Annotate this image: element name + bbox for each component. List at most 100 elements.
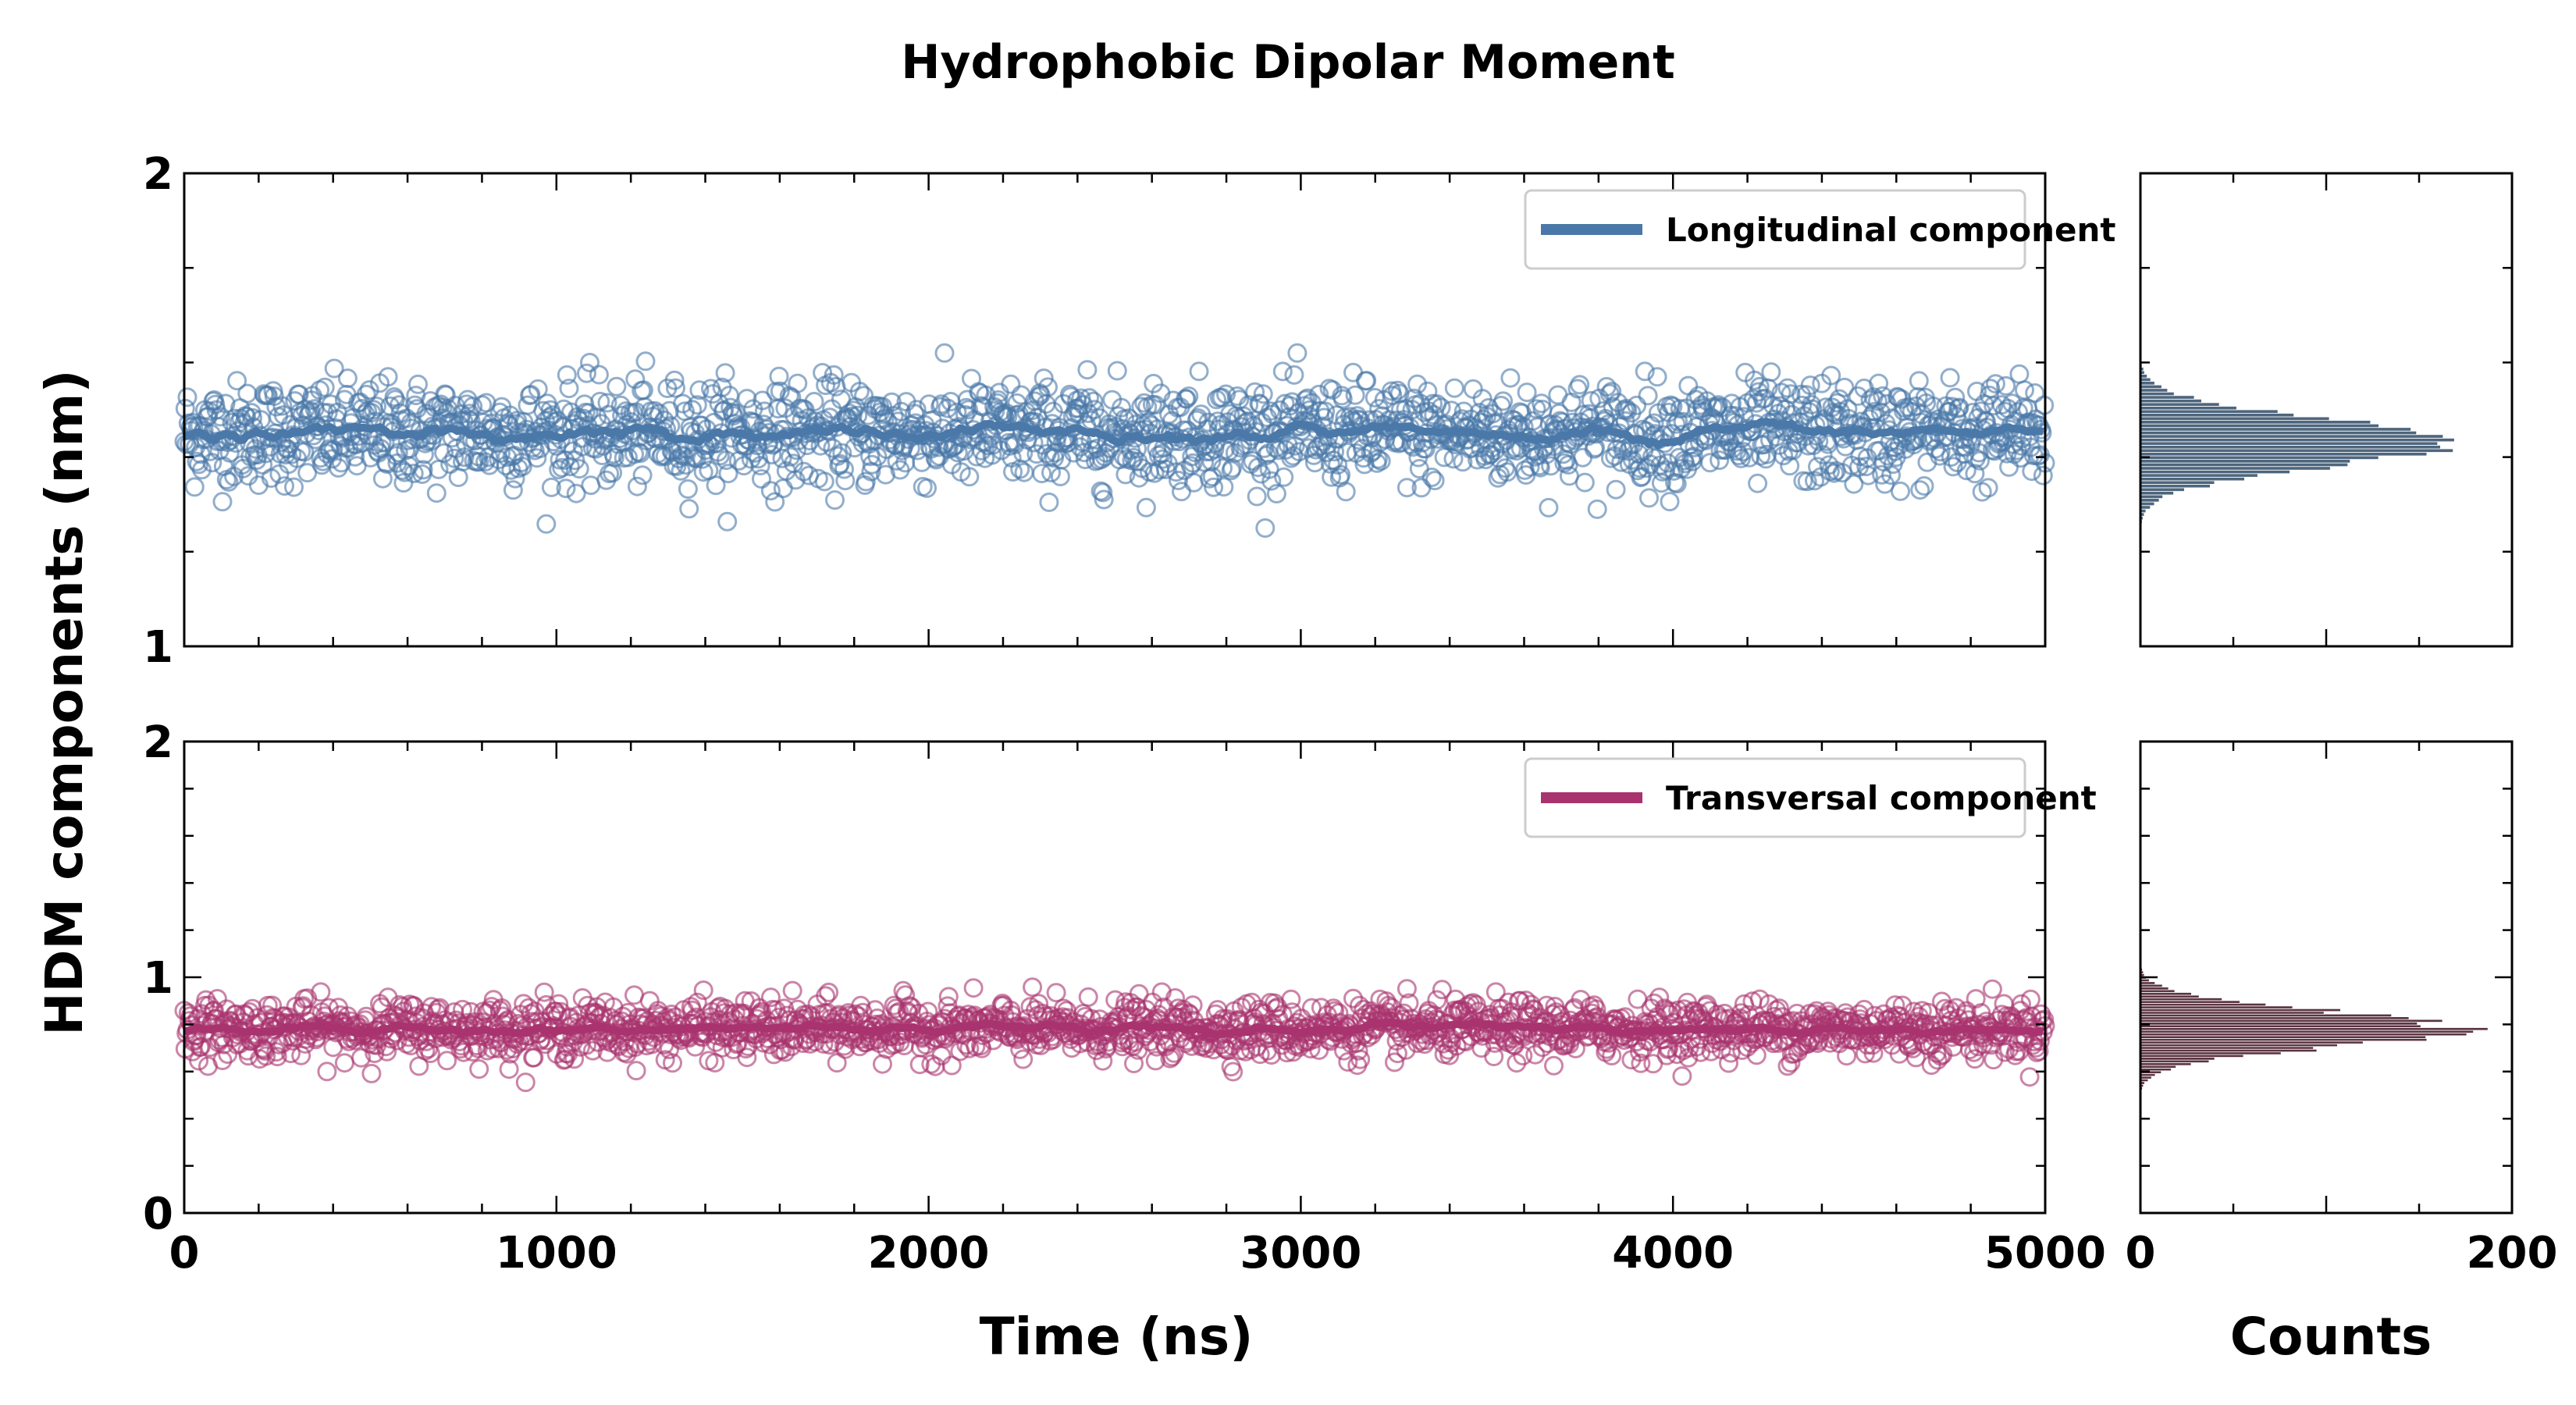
data-point [762, 445, 782, 464]
data-point [682, 400, 703, 420]
data-point [1328, 455, 1348, 475]
data-point [1387, 380, 1407, 400]
histogram-bar [2140, 978, 2150, 983]
histogram-bar [2140, 462, 2349, 468]
data-point [918, 1001, 938, 1022]
data-point [1858, 465, 1878, 486]
data-point [1134, 393, 1155, 413]
data-point [772, 448, 792, 468]
data-point [1856, 457, 1877, 477]
data-point [770, 381, 790, 401]
histogram-bar [2140, 487, 2185, 492]
data-point [177, 387, 197, 407]
data-point [1581, 391, 1601, 411]
data-point [2015, 380, 2034, 400]
data-point [917, 478, 937, 498]
data-point [1077, 360, 1098, 380]
data-point [1473, 409, 1493, 429]
data-point [835, 471, 856, 491]
histogram-bar [2140, 402, 2220, 407]
data-point [557, 365, 577, 385]
histogram-bar [2140, 391, 2175, 397]
data-point [324, 358, 344, 379]
histogram-bar [2140, 1059, 2210, 1063]
data-point [804, 392, 824, 411]
data-point [1255, 518, 1276, 538]
histogram-bar [2140, 1019, 2443, 1023]
histogram-bar [2140, 987, 2169, 991]
data-point [1647, 367, 1667, 387]
histogram-bar [2140, 445, 2441, 450]
data-point [291, 1045, 311, 1065]
data-point [667, 456, 687, 476]
x-axis-label-counts: Counts [2230, 1307, 2432, 1367]
data-point [515, 1072, 535, 1093]
data-point [678, 479, 698, 499]
data-point [679, 499, 699, 519]
data-point [577, 363, 596, 383]
data-point [1013, 1049, 1034, 1069]
data-point [1320, 454, 1340, 474]
data-point [750, 456, 770, 476]
histogram-bar [2140, 1013, 2393, 1018]
data-point [1216, 384, 1236, 404]
data-point [1284, 365, 1304, 385]
data-point [824, 365, 844, 385]
data-point [437, 1051, 457, 1071]
data-point [1635, 361, 1655, 382]
data-point [1245, 382, 1265, 402]
data-point [1444, 378, 1464, 398]
data-point [1943, 457, 1963, 477]
data-point [1500, 368, 1521, 388]
histogram-bar [2140, 413, 2295, 418]
data-point [534, 982, 554, 1002]
histogram-bar [2140, 469, 2290, 475]
data-point [1774, 446, 1794, 466]
data-point [934, 343, 955, 363]
data-point [1949, 397, 1969, 418]
data-point [1336, 482, 1356, 502]
histogram-bar [2140, 409, 2279, 414]
data-point [1345, 385, 1365, 405]
data-point [413, 460, 433, 480]
data-point [1274, 467, 1294, 487]
data-point [1083, 391, 1104, 411]
data-point [275, 476, 294, 496]
data-point [1176, 389, 1197, 409]
scatter-series [174, 343, 2055, 538]
data-point [1046, 983, 1066, 1003]
data-point [444, 448, 464, 468]
data-point [475, 452, 496, 472]
data-point [1214, 477, 1234, 497]
data-point [184, 477, 205, 497]
histogram-bar [2140, 1024, 2421, 1028]
data-point [1722, 393, 1742, 414]
data-point [1808, 457, 1827, 477]
data-point [378, 367, 398, 387]
histogram-bar [2140, 1048, 2318, 1053]
data-point [716, 450, 736, 471]
data-point [1603, 397, 1623, 417]
data-point [192, 460, 212, 480]
data-point [315, 377, 335, 397]
data-point [1574, 472, 1595, 493]
histogram-bar [2140, 384, 2162, 389]
data-point [199, 401, 219, 422]
data-point [597, 393, 617, 413]
data-point [1708, 395, 1728, 415]
data-point [1013, 443, 1034, 464]
data-point [1034, 368, 1054, 389]
data-point [461, 1001, 481, 1022]
data-point [1409, 459, 1429, 478]
histogram-bar [2140, 1002, 2267, 1007]
data-point [1965, 464, 1985, 484]
histogram-bar [2140, 501, 2155, 507]
data-point [1153, 449, 1173, 469]
histogram-bar [2140, 1046, 2314, 1050]
data-point [580, 353, 600, 372]
histogram-bar [2140, 491, 2174, 496]
data-point [1585, 437, 1605, 457]
data-point [380, 396, 400, 416]
data-point [1213, 458, 1233, 478]
data-point [311, 982, 331, 1002]
